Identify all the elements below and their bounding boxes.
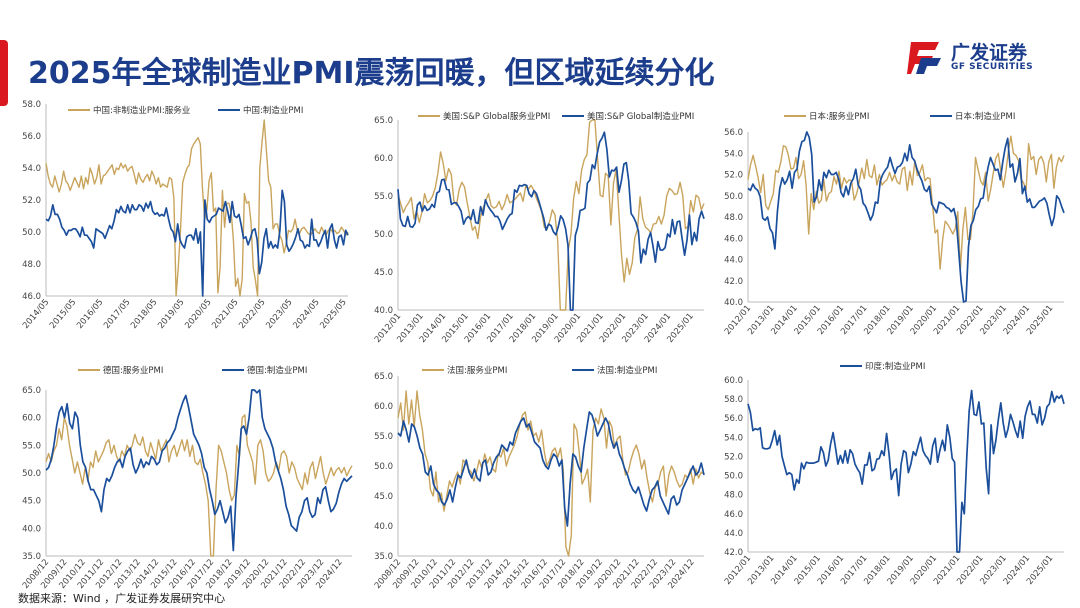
page-title: 2025年全球制造业PMI震荡回暖，但区域延续分化 (28, 56, 715, 91)
y-tick-label: 48.0 (724, 213, 743, 223)
y-tick-label: 40.0 (22, 524, 41, 534)
x-tick-label: 2023/05 (264, 298, 294, 331)
legend-label: 美国:S&P Global服务业PMI (443, 111, 550, 122)
y-tick-label: 56.0 (724, 414, 743, 424)
legend-label: 日本:制造业PMI (955, 111, 1015, 122)
y-tick-label: 60.0 (374, 154, 393, 164)
y-tick-label: 40.0 (724, 298, 743, 308)
y-tick-label: 55.0 (374, 432, 393, 442)
gf-logo-icon (907, 42, 941, 74)
chart-panel-india: 42.0 44.0 46.0 48.0 50.0 52.0 54.0 56.0 58.0 60.0… (712, 360, 1070, 592)
india-pmi-chart: 42.0 44.0 46.0 48.0 50.0 52.0 54.0 56.0 58.0 60.0… (723, 361, 1065, 587)
y-tick-label: 60.0 (724, 376, 743, 386)
y-tick-label: 46.0 (724, 510, 743, 520)
y-tick-label: 65.0 (22, 386, 41, 396)
chart-panel-germany: 35.0 40.0 45.0 50.0 55.0 60.0 65.0 2008/12 2009/… (6, 360, 354, 592)
legend-label: 中国:制造业PMI (243, 105, 303, 116)
series-line-services (45, 119, 349, 297)
legend-label: 日本:服务业PMI (809, 111, 869, 122)
y-tick-label: 50.0 (374, 462, 393, 472)
y-tick-label: 45.0 (374, 268, 393, 278)
y-tick-label: 44.0 (724, 529, 743, 539)
y-tick-label: 54.0 (22, 164, 41, 174)
y-tick-label: 60.0 (374, 402, 393, 412)
x-tick-label: 2016/05 (75, 298, 105, 331)
series-line-manufacturing (747, 389, 1065, 553)
y-tick-label: 52.0 (22, 196, 41, 206)
y-tick-label: 46.0 (22, 292, 41, 302)
y-tick-label: 54.0 (724, 149, 743, 159)
y-tick-label: 52.0 (724, 171, 743, 181)
source-note: 数据来源：Wind ，广发证券发展研究中心 (18, 592, 226, 605)
series-line-manufacturing (397, 131, 705, 311)
y-tick-label: 54.0 (724, 433, 743, 443)
y-tick-label: 50.0 (374, 230, 393, 240)
legend-label: 印度:制造业PMI (865, 361, 925, 372)
y-tick-label: 65.0 (374, 372, 393, 382)
y-tick-label: 60.0 (22, 414, 41, 424)
y-tick-label: 50.0 (22, 228, 41, 238)
japan-pmi-chart: 40.042.044.046.048.050.052.054.056.02012… (723, 111, 1065, 337)
y-tick-label: 50.0 (724, 192, 743, 202)
legend-label: 美国:S&P Global制造业PMI (587, 111, 694, 122)
title-accent-bar (0, 40, 8, 106)
y-tick-label: 44.0 (724, 256, 743, 266)
x-tick-label: 2022/05 (237, 298, 267, 331)
series-line-manufacturing (45, 189, 349, 297)
series-line-services (397, 119, 705, 311)
germany-pmi-chart: 35.040.045.050.055.060.065.02008/122009/… (21, 365, 353, 591)
legend-label: 德国:制造业PMI (247, 365, 307, 376)
y-tick-label: 42.0 (724, 548, 743, 558)
series-line-services (747, 135, 1065, 270)
x-tick-label: 2021/05 (210, 298, 240, 331)
y-tick-label: 65.0 (374, 116, 393, 126)
y-tick-label: 35.0 (22, 552, 41, 562)
y-tick-label: 48.0 (22, 260, 41, 270)
chart-panel-japan: 40.0 42.0 44.0 46.0 48.0 50.0 52.0 54.0 56.0 2012… (712, 104, 1070, 344)
legend-label: 法国:制造业PMI (597, 365, 657, 376)
y-tick-label: 50.0 (724, 472, 743, 482)
x-tick-label: 2015/05 (48, 298, 78, 331)
series-line-manufacturing (397, 411, 705, 527)
series-line-manufacturing (747, 131, 1065, 303)
chart-panel-france: 35.0 40.0 45.0 50.0 55.0 60.0 65.0 2008/12 2009/… (360, 360, 708, 592)
x-tick-label: 2025/05 (318, 298, 348, 331)
y-tick-label: 58.0 (22, 100, 41, 110)
france-pmi-chart: 35.040.045.050.055.060.065.02008/122009/… (373, 365, 705, 591)
y-tick-label: 56.0 (724, 128, 743, 138)
series-line-services (45, 414, 353, 557)
series-line-services (397, 390, 705, 557)
y-tick-label: 52.0 (724, 452, 743, 462)
x-tick-label: 2024/05 (291, 298, 321, 331)
x-tick-label: 2018/05 (129, 298, 159, 331)
legend-label: 法国:服务业PMI (447, 365, 507, 376)
y-tick-label: 40.0 (374, 522, 393, 532)
logo-text-en: GF SECURITIES (951, 62, 1034, 72)
chart-panel-us: 40.0 45.0 50.0 55.0 60.0 65.0 2012/01 2013/01 20… (360, 104, 708, 345)
logo-text-cn: 广发证券 (951, 42, 1028, 64)
series-line-manufacturing (45, 389, 353, 552)
legend-label: 中国:非制造业PMI:服务业 (93, 105, 190, 116)
y-tick-label: 56.0 (22, 132, 41, 142)
china-pmi-chart: 46.0 48.0 50.0 52.0 54.0 56.0 58.0 2014/052015/… (21, 100, 349, 331)
y-tick-label: 40.0 (374, 306, 393, 316)
y-tick-label: 45.0 (374, 492, 393, 502)
x-tick-label: 2017/05 (102, 298, 132, 331)
y-tick-label: 45.0 (22, 497, 41, 507)
company-logo: 广发证券 GF SECURITIES (905, 38, 1065, 78)
x-tick-label: 2014/05 (21, 298, 51, 331)
y-tick-label: 42.0 (724, 277, 743, 287)
x-tick-label: 2019/05 (156, 298, 186, 331)
y-tick-label: 48.0 (724, 491, 743, 501)
legend-label: 德国:服务业PMI (103, 365, 163, 376)
us-pmi-chart: 40.045.050.055.060.065.02012/012013/0120… (373, 111, 705, 345)
y-tick-label: 55.0 (22, 441, 41, 451)
chart-panel-china: 46.0 48.0 50.0 52.0 54.0 56.0 58.0 2014/05 2015/… (6, 96, 354, 336)
y-tick-label: 46.0 (724, 234, 743, 244)
y-tick-label: 35.0 (374, 552, 393, 562)
y-tick-label: 50.0 (22, 469, 41, 479)
x-tick-label: 2020/05 (183, 298, 213, 331)
y-tick-label: 55.0 (374, 192, 393, 202)
y-tick-label: 58.0 (724, 395, 743, 405)
